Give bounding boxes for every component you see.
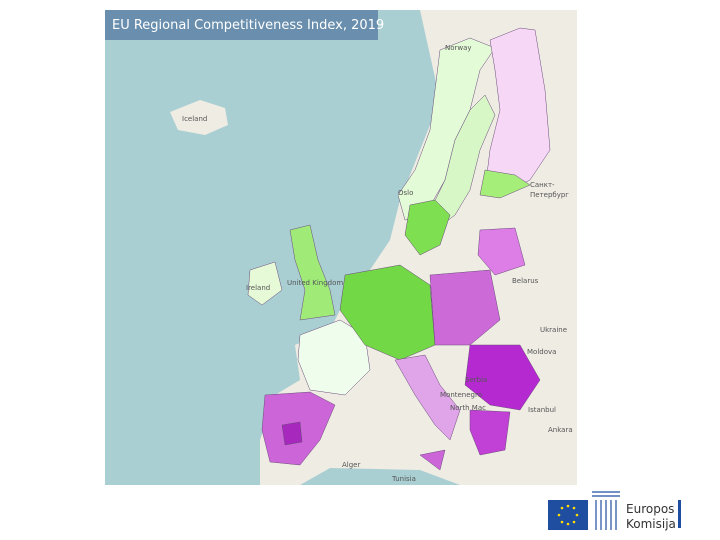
- map-label: Alger: [342, 461, 360, 469]
- flag-stars: [557, 504, 579, 526]
- map-title: EU Regional Competitiveness Index, 2019: [112, 18, 384, 33]
- map-label: Norway: [445, 44, 472, 52]
- region: [419, 449, 446, 471]
- region: [339, 264, 436, 361]
- map-label: Moldova: [527, 348, 556, 356]
- eu-flag: [548, 500, 588, 530]
- map-label: United Kingdom: [287, 279, 343, 287]
- region: [281, 421, 303, 446]
- region: [427, 94, 496, 231]
- title-box: [105, 10, 378, 40]
- map: [105, 10, 577, 485]
- region: [404, 199, 451, 256]
- logo-text: Europos: [626, 502, 674, 516]
- region: [289, 224, 336, 321]
- map-label: Iceland: [182, 115, 207, 123]
- map-label: Montenegro: [440, 391, 482, 399]
- iceland: [170, 100, 228, 135]
- map-label: Санкт-: [530, 181, 555, 189]
- region: [394, 354, 461, 441]
- map-label: Tunisia: [391, 475, 416, 483]
- logo-text: Komisija: [626, 517, 676, 531]
- region: [479, 169, 531, 199]
- map-label: Oslo: [398, 189, 413, 197]
- map-label: Ireland: [246, 284, 270, 292]
- region: [469, 409, 511, 456]
- region: [247, 261, 283, 306]
- map-label: Ankara: [548, 426, 573, 434]
- logo-building: [592, 491, 620, 530]
- map-label: Belarus: [512, 277, 539, 285]
- region: [297, 319, 371, 396]
- map-label: Serbia: [465, 376, 487, 384]
- map-label: Ukraine: [540, 326, 567, 334]
- map-label: North Mac: [450, 404, 486, 412]
- region: [464, 344, 541, 411]
- region: [429, 269, 501, 346]
- logo-bar: [678, 500, 681, 528]
- map-label: Петербург: [530, 191, 569, 199]
- map-label: Istanbul: [528, 406, 556, 414]
- region: [477, 227, 526, 276]
